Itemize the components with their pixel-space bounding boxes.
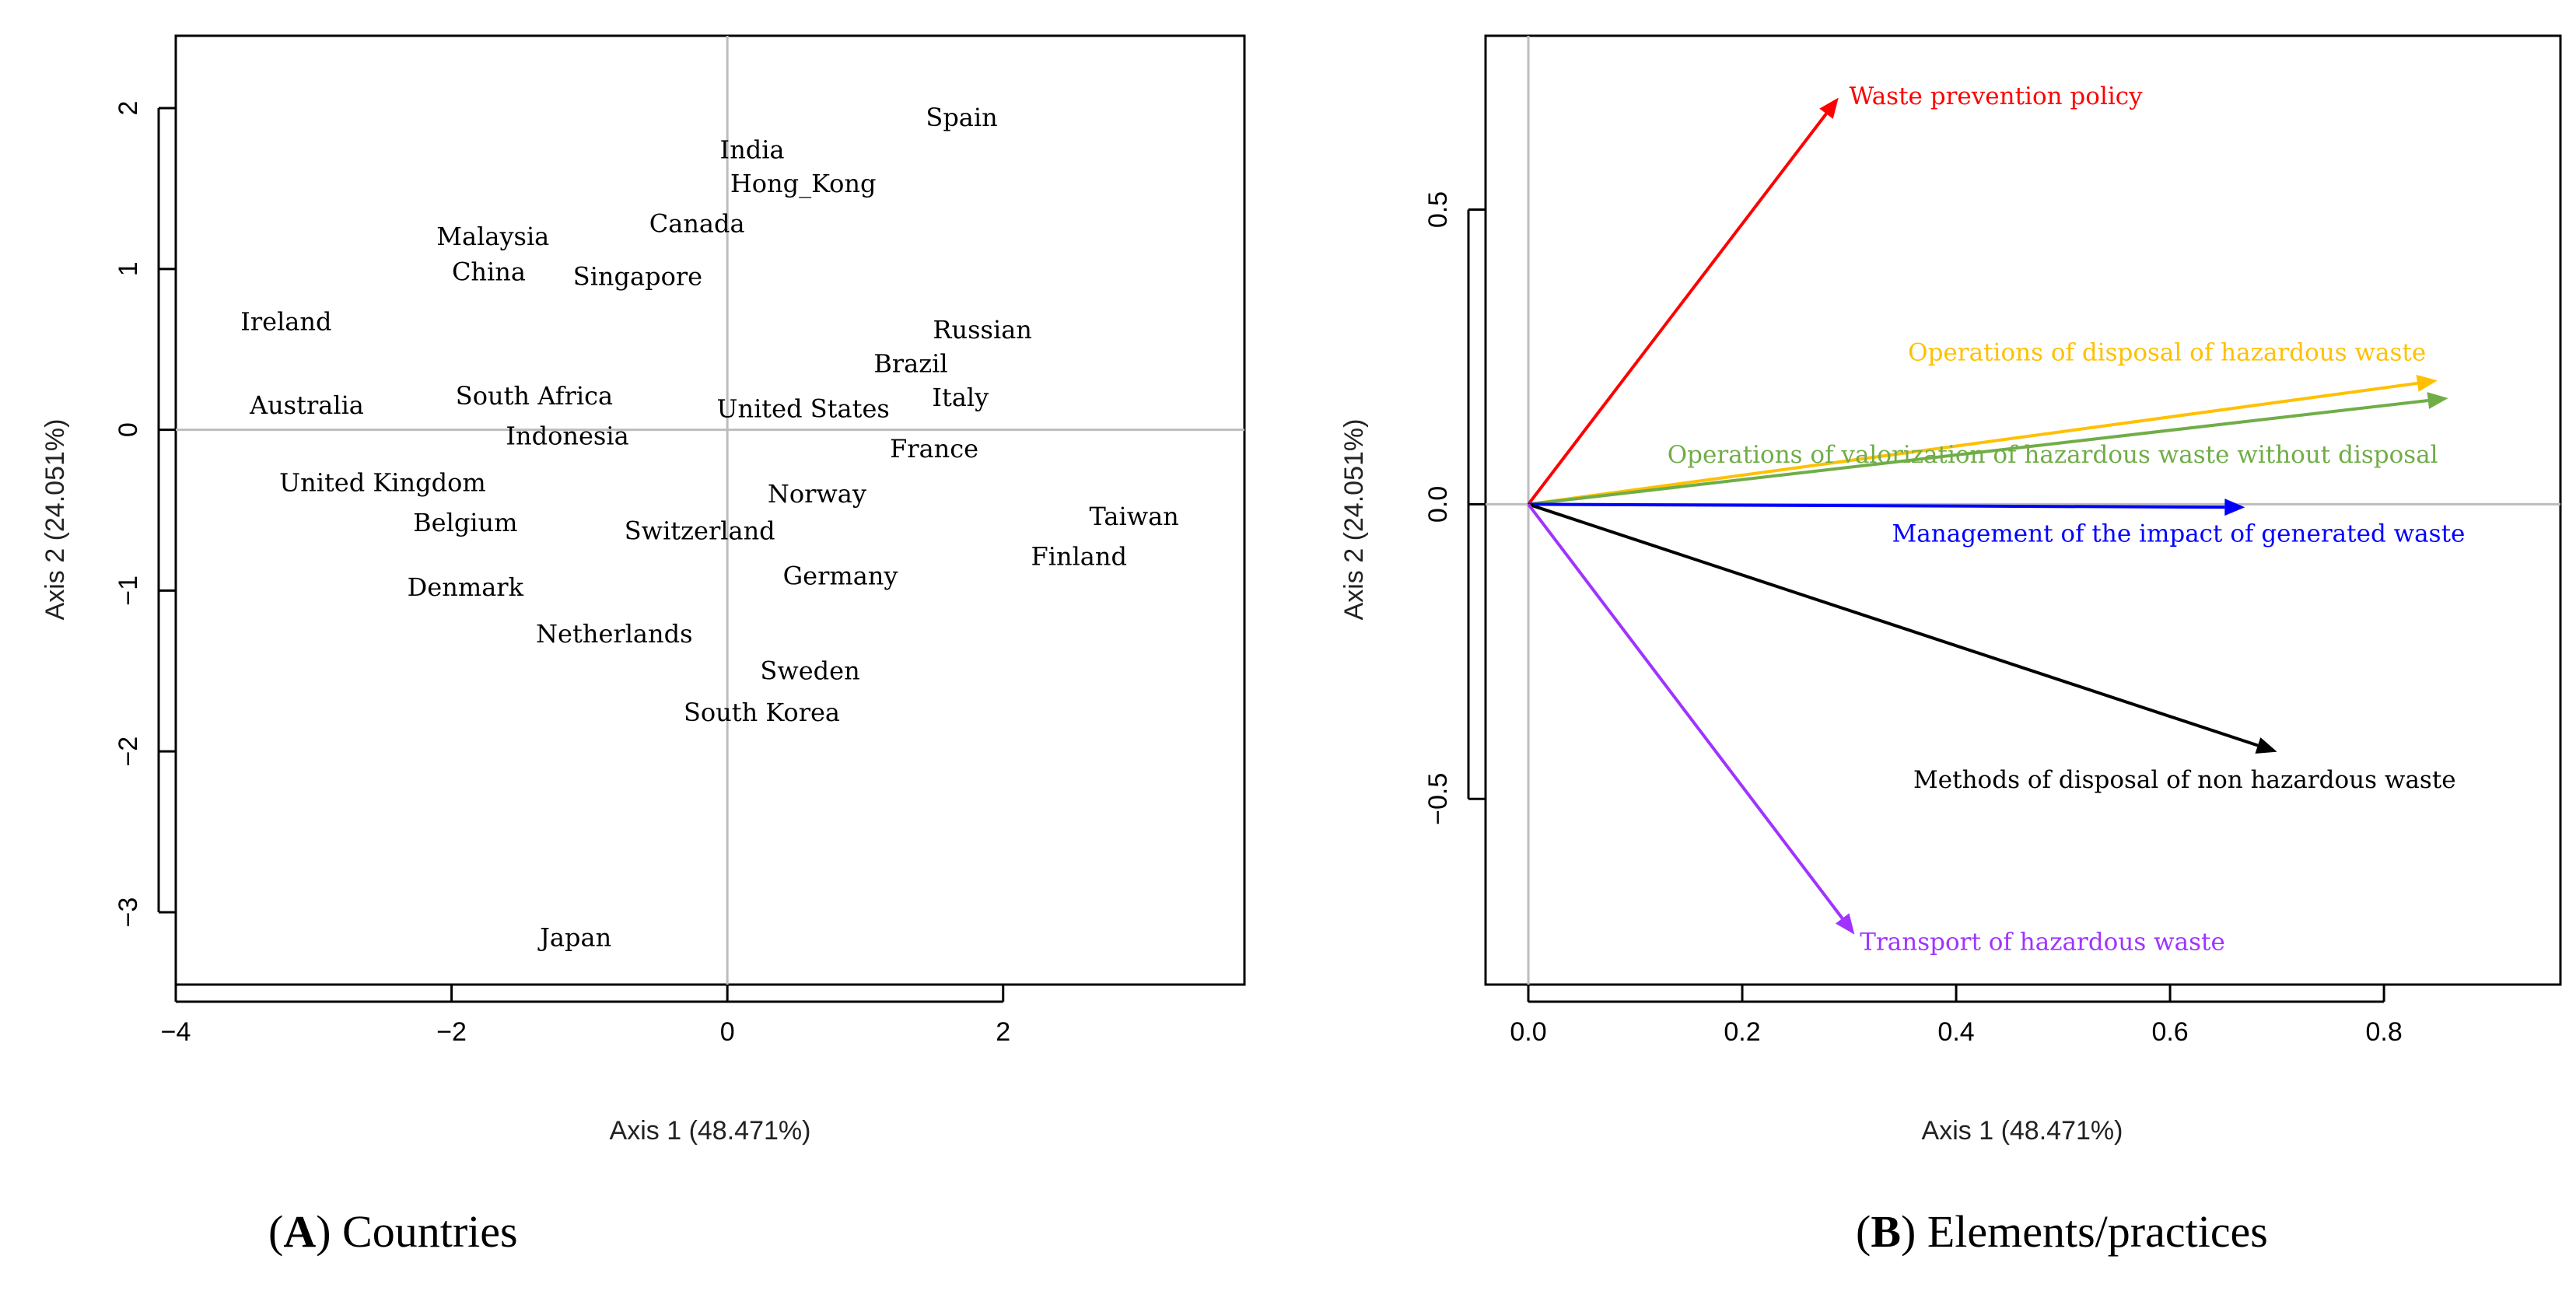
country-point-label: France — [890, 434, 978, 464]
panel-a-y-ticks: −3 −2 −1 0 1 2 — [114, 101, 176, 928]
panel-b-caption-text: Elements/practices — [1927, 1206, 2268, 1257]
country-point-label: Italy — [932, 383, 989, 412]
vector-arrow-line — [1528, 502, 2225, 509]
x-tick-label: 0.4 — [1937, 1017, 1974, 1047]
country-point-label: Ireland — [240, 307, 331, 337]
country-point-label: Germany — [783, 561, 898, 590]
vector-arrow-head — [2427, 392, 2448, 409]
country-point-label: China — [452, 257, 526, 287]
vector-label: Waste prevention policy — [1850, 82, 2144, 110]
y-tick-label: −1 — [114, 576, 143, 606]
country-point-label: South Korea — [684, 698, 840, 727]
x-tick-label: −2 — [436, 1017, 467, 1047]
x-tick-label: −4 — [161, 1017, 191, 1047]
y-tick-label: 0 — [114, 422, 143, 437]
y-tick-label: −3 — [114, 897, 143, 928]
y-tick-label: −0.5 — [1423, 773, 1453, 825]
vector-arrow-line — [1528, 502, 2259, 747]
country-point-label: United Kingdom — [279, 467, 486, 497]
x-tick-label: 0.6 — [2151, 1017, 2188, 1047]
panel-a-countries-chart: −4 −2 0 2 −3 −2 −1 0 1 2 Spain India Hong_Kong Cana… — [40, 34, 1246, 1257]
vector-label: Operations of disposal of hazardous wast… — [1908, 339, 2426, 367]
vector-label: Methods of disposal of non hazardous was… — [1913, 766, 2456, 794]
country-point-label: Spain — [926, 103, 997, 132]
panel-b-elements-chart: 0.0 0.2 0.4 0.6 0.8 −0.5 0.0 0.5 Waste prevent… — [1339, 34, 2562, 1257]
country-point-label: Taiwan — [1090, 502, 1179, 531]
panel-a-plot-frame — [174, 34, 1246, 986]
country-point-label: Sweden — [760, 656, 859, 685]
panel-a-reference-lines — [176, 36, 1244, 985]
panel-a-y-axis-label: Axis 2 (24.051%) — [40, 419, 70, 621]
country-point-label: Denmark — [408, 572, 524, 602]
country-point-label: Russian — [933, 315, 1031, 345]
country-point-label: Finland — [1031, 542, 1127, 572]
x-tick-label: 2 — [996, 1017, 1010, 1047]
vector-arrow-head — [2224, 499, 2245, 516]
country-point-label: Belgium — [413, 508, 517, 537]
x-tick-label: 0.0 — [1510, 1017, 1546, 1047]
vector-label: Transport of hazardous waste — [1860, 928, 2225, 956]
vector-arrow-head — [2416, 374, 2438, 392]
country-point-label: Singapore — [573, 262, 702, 292]
country-point-label: Hong_Kong — [730, 169, 877, 198]
panel-a-x-ticks: −4 −2 0 2 — [161, 985, 1010, 1047]
country-point-label: Norway — [768, 479, 866, 509]
panel-b-y-axis-label: Axis 2 (24.051%) — [1339, 419, 1369, 621]
vector-label: Operations of valorization of hazardous … — [1668, 441, 2438, 469]
y-tick-label: −2 — [114, 736, 143, 767]
y-tick-label: 0.5 — [1423, 191, 1453, 228]
vector-arrow-head — [1819, 97, 1839, 119]
panel-b-x-axis-label: Axis 1 (48.471%) — [1922, 1116, 2123, 1146]
x-tick-label: 0.2 — [1724, 1017, 1760, 1047]
panel-b-reference-lines — [1486, 36, 2560, 985]
panel-a-point-labels: Spain India Hong_Kong Canada Malaysia China Si… — [240, 103, 1179, 953]
country-point-label: Japan — [537, 923, 611, 953]
country-point-label: South Africa — [456, 381, 613, 411]
vector-arrow-head — [2255, 737, 2277, 754]
panel-b-x-ticks: 0.0 0.2 0.4 0.6 0.8 — [1510, 985, 2403, 1047]
vector-label: Management of the impact of generated wa… — [1892, 520, 2466, 548]
vector-arrow-line — [1528, 381, 2418, 506]
panel-a-caption-text: Countries — [342, 1206, 518, 1257]
panel-b-y-ticks: −0.5 0.0 0.5 — [1423, 191, 1486, 825]
y-tick-label: 2 — [114, 101, 143, 116]
country-point-label: United States — [716, 394, 889, 423]
x-tick-label: 0.8 — [2365, 1017, 2402, 1047]
country-point-label: India — [720, 135, 785, 164]
panel-b-vectors: Waste prevention policy Operations of dis… — [1527, 82, 2466, 956]
panel-a-letter: A — [283, 1206, 316, 1257]
vector-arrow-line — [1527, 113, 1828, 506]
country-point-label: Canada — [649, 209, 745, 239]
x-tick-label: 0 — [720, 1017, 735, 1047]
panel-a-caption: (A) Countries — [268, 1206, 518, 1257]
panel-b-caption: (B) Elements/practices — [1856, 1206, 2268, 1257]
country-point-label: Brazil — [873, 348, 947, 378]
vector-arrow-head — [1835, 913, 1855, 935]
panel-a-x-axis-label: Axis 1 (48.471%) — [610, 1116, 811, 1146]
country-point-label: Malaysia — [436, 222, 549, 251]
country-point-label: Indonesia — [506, 421, 628, 450]
vector-arrow-line — [1528, 399, 2429, 506]
panel-b-plot-frame — [1484, 34, 2562, 986]
panel-b-letter: B — [1871, 1206, 1901, 1257]
country-point-label: Australia — [249, 390, 364, 420]
y-tick-label: 0.0 — [1423, 486, 1453, 523]
y-tick-label: 1 — [114, 261, 143, 276]
vector-arrow-line — [1527, 503, 1844, 920]
country-point-label: Switzerland — [625, 516, 775, 545]
country-point-label: Netherlands — [536, 619, 692, 649]
